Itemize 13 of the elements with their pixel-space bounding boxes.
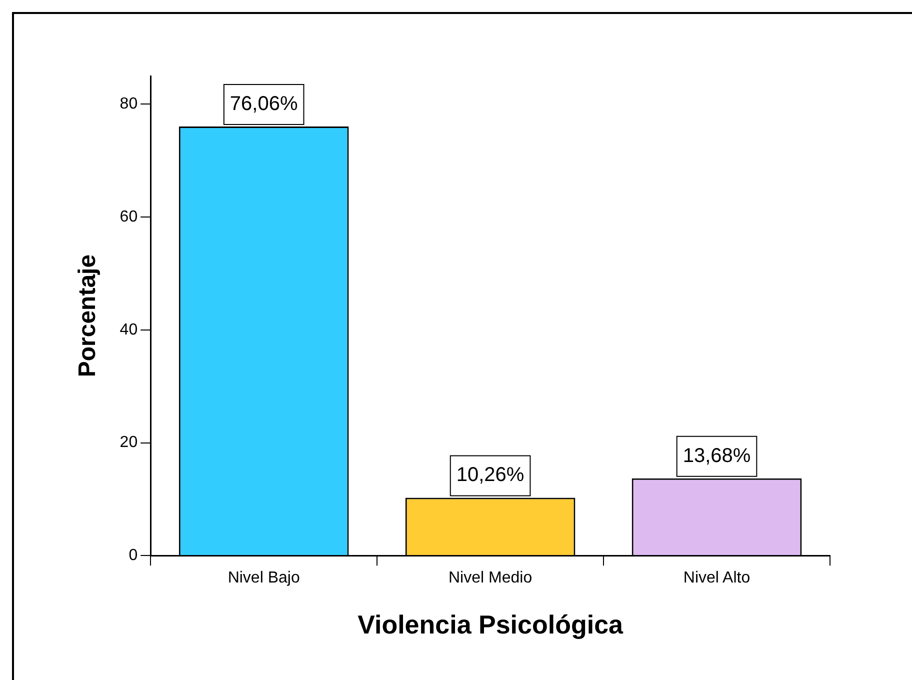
x-tick-label: Nivel Bajo	[228, 570, 300, 587]
y-tick-label: 20	[120, 434, 138, 452]
y-tick-label: 40	[120, 321, 138, 338]
x-tick-label: Nivel Alto	[683, 570, 750, 587]
y-axis-title: Porcentaje	[74, 254, 102, 378]
x-axis-title: Violencia Psicológica	[358, 610, 624, 640]
y-tick-label: 0	[128, 547, 138, 564]
data-label: 13,68%	[682, 444, 751, 467]
data-label: 10,26%	[456, 464, 524, 486]
y-tick-label: 80	[120, 96, 138, 113]
y-tick-label: 60	[120, 208, 138, 226]
data-label: 76,06%	[230, 92, 298, 115]
x-tick-label: Nivel Medio	[448, 570, 532, 587]
